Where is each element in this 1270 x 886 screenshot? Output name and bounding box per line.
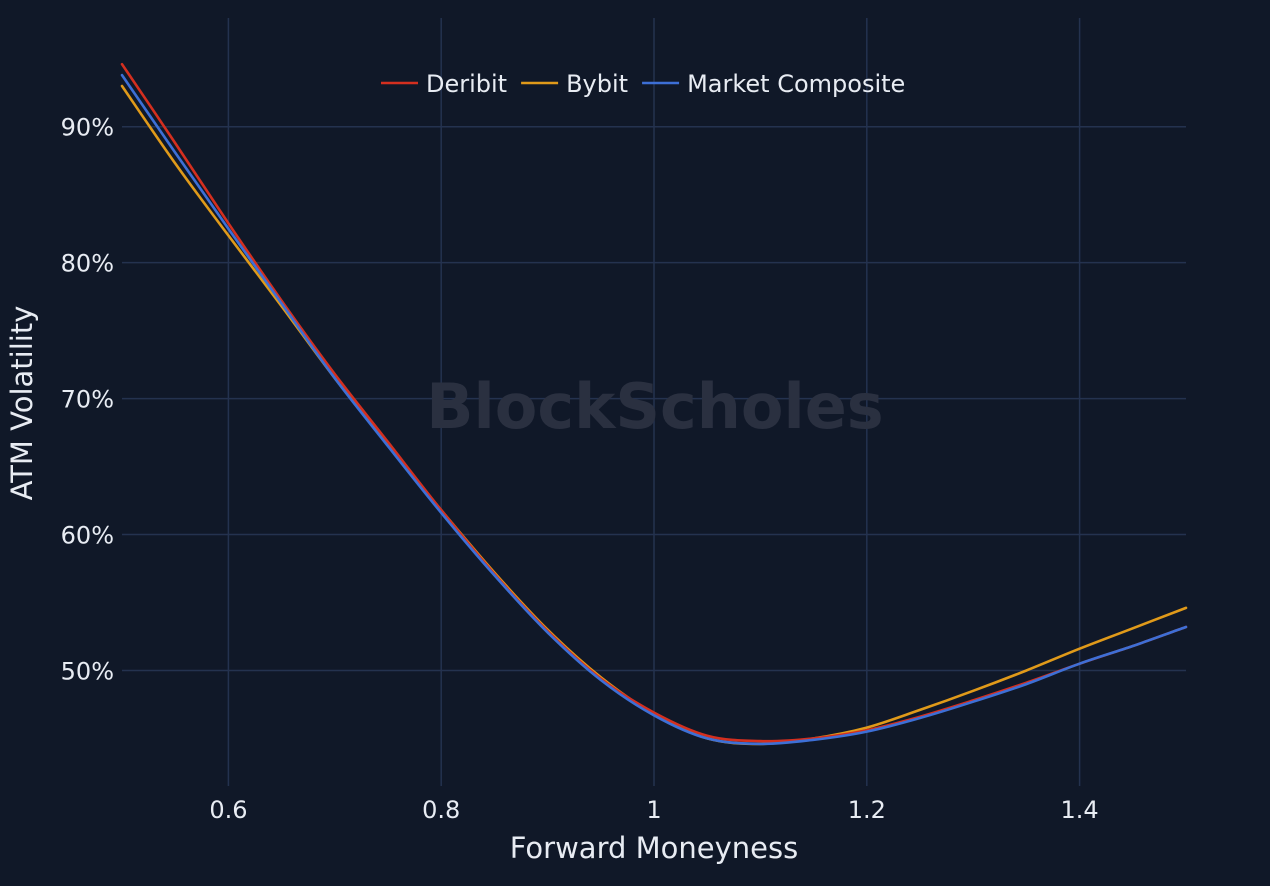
legend-label: Bybit (566, 70, 628, 98)
x-tick-label: 1.2 (848, 796, 886, 824)
y-tick-label: 70% (61, 386, 114, 414)
legend[interactable]: Deribit Bybit Market Composite (381, 70, 905, 98)
series-line-market-composite (120, 73, 1188, 746)
x-tick-label: 0.8 (422, 796, 460, 824)
y-tick-label: 90% (61, 114, 114, 142)
grid-layer (122, 18, 1186, 786)
tick-layer: 0.6 0.8 1 1.2 1.4 50% 60% 70% 80% 90% (61, 114, 1099, 824)
legend-item-bybit[interactable]: Bybit (521, 70, 628, 98)
y-tick-label: 60% (61, 522, 114, 550)
watermark: BlockScholes (426, 370, 883, 443)
legend-item-deribit[interactable]: Deribit (381, 70, 507, 98)
y-tick-label: 50% (61, 657, 114, 685)
x-tick-label: 0.6 (209, 796, 247, 824)
y-axis-title: ATM Volatility (5, 306, 39, 501)
legend-label: Market Composite (687, 70, 905, 98)
legend-label: Deribit (426, 70, 507, 98)
legend-item-market-composite[interactable]: Market Composite (642, 70, 905, 98)
x-tick-label: 1.4 (1061, 796, 1099, 824)
series-layer (120, 62, 1188, 746)
y-tick-label: 80% (61, 250, 114, 278)
x-axis-title: Forward Moneyness (510, 831, 798, 865)
x-tick-label: 1 (646, 796, 661, 824)
